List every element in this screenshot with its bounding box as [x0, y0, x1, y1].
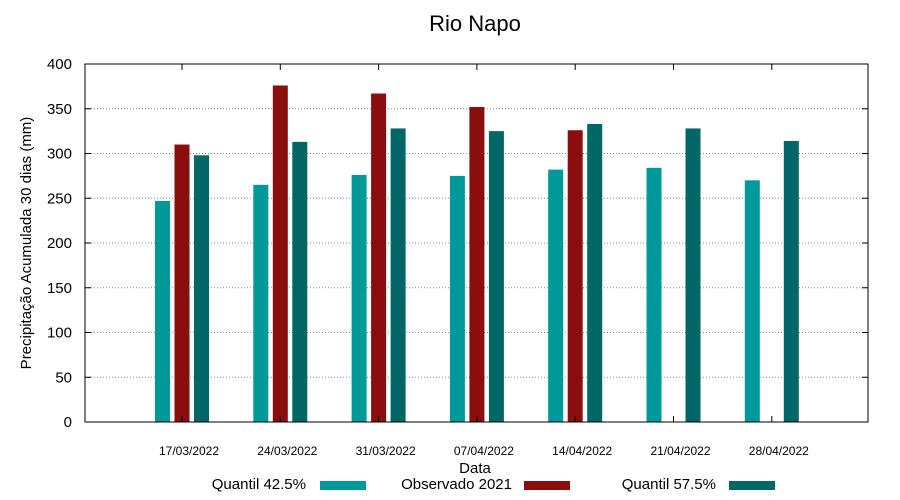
y-tick-label: 250 — [47, 190, 72, 207]
y-tick-label: 150 — [47, 280, 72, 297]
x-tick-label: 21/04/2022 — [650, 444, 710, 458]
bar — [744, 180, 760, 422]
x-tick-label: 28/04/2022 — [749, 444, 809, 458]
x-tick-label: 17/03/2022 — [159, 444, 219, 458]
legend: Quantil 42.5% Observado 2021 Quantil 57.5% — [212, 476, 775, 493]
y-axis-label: Precipitação Acumulada 30 dias (mm) — [18, 117, 35, 370]
x-tick-label: 24/03/2022 — [257, 444, 317, 458]
bar — [174, 144, 190, 423]
x-tick-label: 07/04/2022 — [454, 444, 514, 458]
x-axis-label: Data — [459, 460, 491, 477]
y-tick-label: 400 — [47, 56, 72, 73]
chart-title: Rio Napo — [429, 11, 521, 36]
bars-layer — [155, 85, 799, 423]
bar — [646, 167, 662, 422]
legend-label: Quantil 42.5% — [212, 476, 306, 493]
bar — [351, 174, 367, 422]
bar — [469, 106, 485, 423]
x-axis: 17/03/2022 24/03/2022 31/03/2022 07/04/2022… — [159, 64, 809, 458]
bar — [783, 140, 799, 422]
x-tick-label: 14/04/2022 — [552, 444, 612, 458]
bar — [371, 93, 387, 422]
y-tick-label: 0 — [64, 414, 72, 431]
bar — [253, 184, 269, 422]
bar — [292, 141, 308, 423]
bar — [272, 85, 288, 422]
legend-label: Quantil 57.5% — [622, 476, 716, 493]
legend-swatch — [524, 481, 570, 490]
y-tick-label: 100 — [47, 325, 72, 342]
legend-item: Quantil 42.5% — [212, 476, 366, 493]
bar — [685, 128, 701, 422]
bar — [390, 128, 406, 422]
legend-label: Observado 2021 — [401, 476, 512, 493]
legend-item: Observado 2021 — [401, 476, 570, 493]
y-tick-label: 200 — [47, 235, 72, 252]
bar — [194, 155, 209, 423]
bar — [587, 123, 603, 422]
bar — [155, 200, 170, 422]
y-tick-label: 50 — [55, 369, 72, 386]
legend-swatch — [729, 481, 775, 490]
legend-swatch — [320, 481, 366, 490]
bar — [449, 175, 465, 422]
bar — [567, 130, 583, 423]
legend-item: Quantil 57.5% — [622, 476, 775, 493]
y-tick-label: 350 — [47, 101, 72, 118]
x-tick-label: 31/03/2022 — [356, 444, 416, 458]
y-axis: 0 50 100 150 200 250 300 350 400 — [47, 56, 868, 431]
y-tick-label: 300 — [47, 146, 72, 163]
bar — [488, 131, 504, 422]
bar — [548, 169, 564, 422]
